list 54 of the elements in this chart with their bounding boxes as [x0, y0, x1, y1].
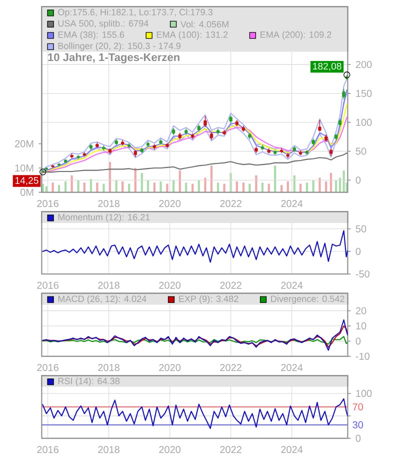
x-tick-label: 2020	[159, 446, 181, 454]
legend-label: USA 500, splitb.: 6794	[58, 20, 148, 28]
annotation: 182,08	[313, 62, 342, 71]
x-tick-label: 2024	[281, 446, 303, 454]
x-tick-label: 2022	[220, 446, 242, 454]
ref-line-label: 30	[352, 421, 364, 428]
y2-tick-label: 10M	[15, 164, 34, 172]
annotation: 14,25	[15, 177, 38, 185]
y-tick-label: -10	[356, 352, 370, 360]
y-tick-label: 0	[356, 176, 361, 184]
y-tick-label: 150	[356, 90, 372, 97]
x-tick-label: 2024	[281, 200, 303, 208]
y-tick-label: 0	[356, 248, 361, 255]
y-tick-label: 10	[356, 322, 366, 330]
y2-tick-label: 20M	[15, 140, 34, 148]
legend-label: EXP (9): 3.482	[179, 295, 238, 304]
y-tick-label: 200	[356, 60, 372, 68]
text: 10 Jahre, 1-Tages-Kerzen	[48, 53, 180, 64]
x-tick-label: 2020	[159, 282, 181, 289]
legend-label: Bollinger (20, 2): 150.3 - 174.9	[58, 42, 180, 51]
legend-label: Vol: 4.056M	[180, 20, 228, 28]
x-tick-label: 2018	[98, 364, 120, 372]
legend-label: EMA (200): 109.2	[260, 31, 332, 40]
y-tick-label: 20	[356, 307, 366, 314]
legend-label: Momentum (12): 16.21	[58, 214, 150, 222]
legend-label: MACD (26, 12): 4.024	[58, 295, 146, 304]
x-tick-label: 2022	[220, 200, 242, 208]
legend-label: Op:175.6, Hi:182.1, Lo:173.7, Cl:179.3	[58, 8, 212, 18]
y-tick-label: -50	[356, 270, 370, 278]
x-tick-label: 2022	[220, 282, 242, 289]
x-tick-label: 2022	[220, 364, 242, 372]
x-tick-label: 2020	[159, 364, 181, 372]
y-tick-label: 0	[356, 434, 361, 442]
legend-label: EMA (38): 155.6	[58, 31, 124, 40]
x-tick-label: 2016	[37, 200, 58, 208]
x-tick-label: 2016	[37, 282, 58, 289]
x-tick-label: 2018	[98, 282, 120, 289]
legend-label: Divergence: 0.542	[271, 295, 344, 304]
y2-tick-label: 0M	[20, 188, 34, 196]
y-tick-label: 50	[356, 148, 366, 155]
x-tick-label: 2018	[98, 200, 120, 208]
ref-line-label: 70	[352, 403, 364, 410]
x-tick-label: 2020	[159, 200, 181, 208]
y-tick-label: 0	[356, 338, 361, 345]
x-tick-label: 2016	[37, 364, 58, 372]
y-tick-label: 100	[356, 390, 372, 397]
x-tick-label: 2024	[281, 364, 303, 372]
x-tick-label: 2024	[281, 282, 303, 289]
x-tick-label: 2016	[37, 446, 58, 454]
legend-label: EMA (100): 131.2	[156, 31, 228, 40]
x-tick-label: 2018	[98, 446, 120, 454]
y-tick-label: 100	[356, 118, 372, 126]
y-tick-label: 50	[356, 225, 366, 232]
legend-label: RSI (14): 64.38	[58, 378, 120, 386]
